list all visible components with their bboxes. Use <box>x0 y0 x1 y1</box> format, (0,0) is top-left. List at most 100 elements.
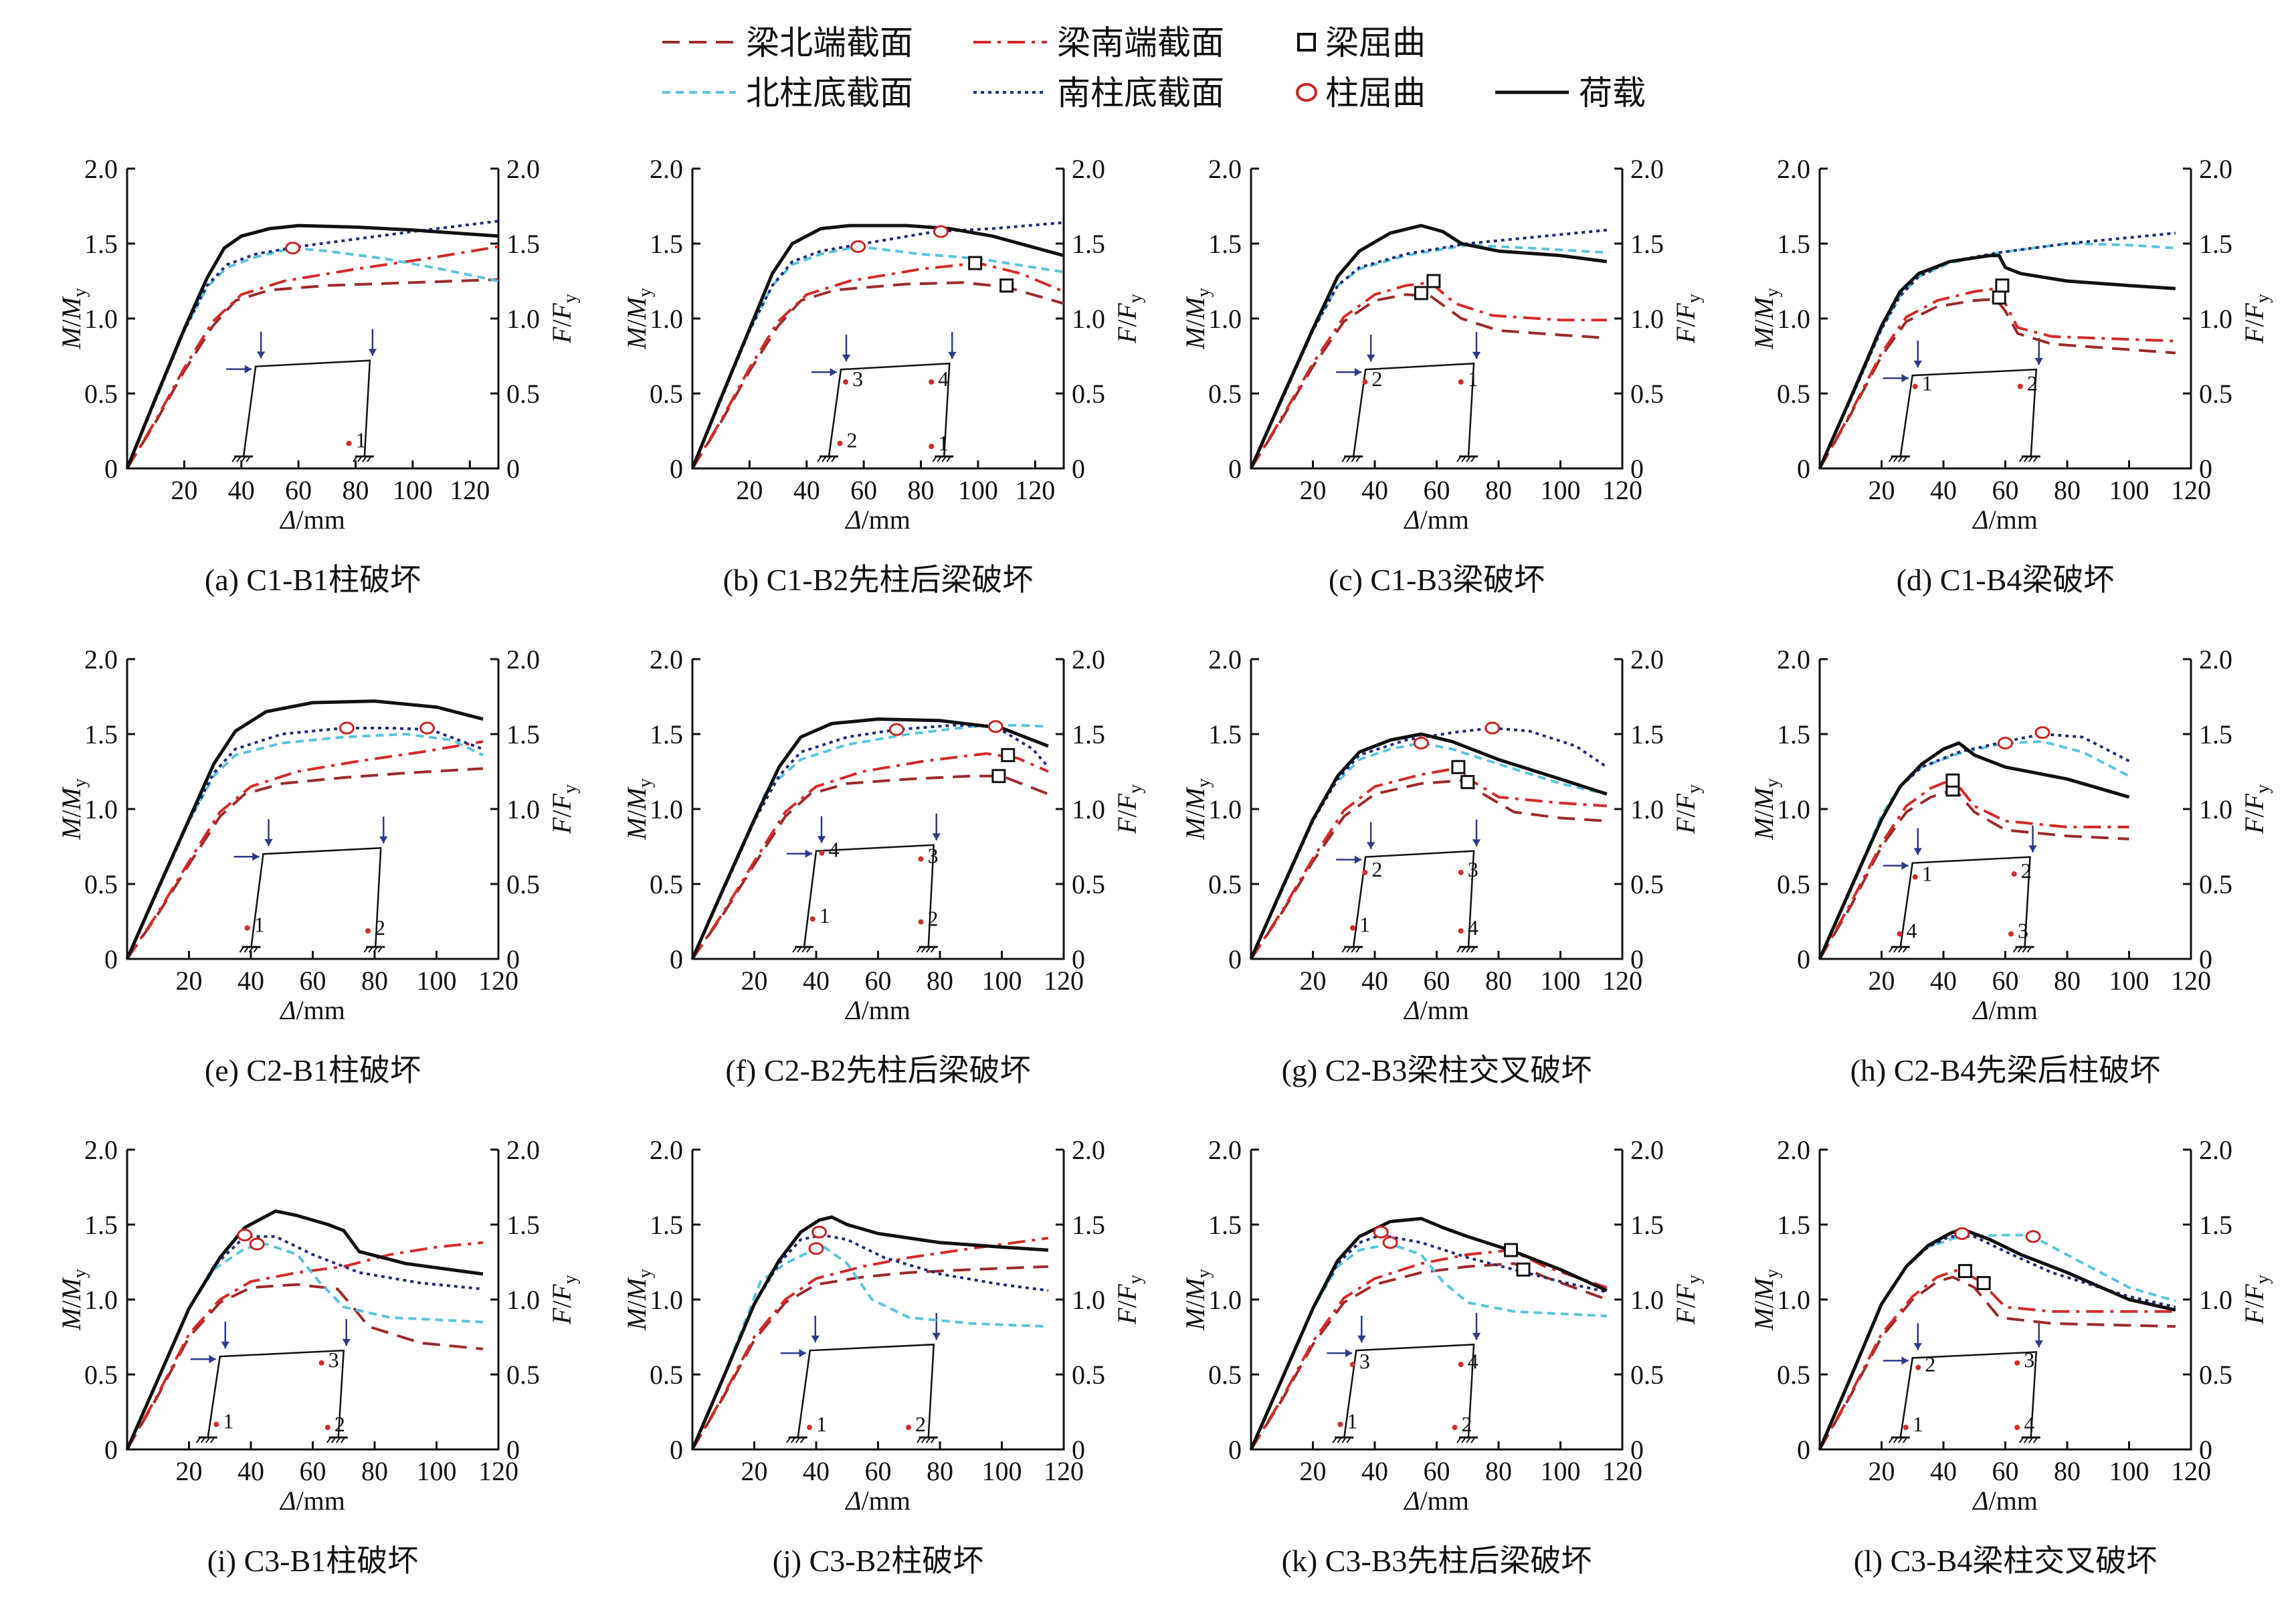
y-tick-label-right: 0.5 <box>1072 869 1105 899</box>
series-cs <box>1818 232 2176 469</box>
frame-hatch <box>1351 456 1355 462</box>
legend-label-cs: 南柱底截面 <box>1057 74 1224 112</box>
frame-hatch <box>1466 947 1470 953</box>
x-tick-label: 40 <box>1930 1456 1957 1486</box>
frame-members <box>242 359 371 457</box>
frame-hatch <box>1893 947 1898 953</box>
y-tick-label-left: 1.5 <box>1777 1210 1810 1240</box>
y-tick-label-left: 0 <box>1228 1435 1242 1465</box>
column-buckling-circle-icon <box>1413 736 1429 749</box>
y-tick-label-left: 2.0 <box>1208 154 1242 184</box>
frame-hatch <box>330 1437 336 1443</box>
frame-hatch <box>357 456 362 462</box>
load-arrow-icon <box>799 1348 806 1358</box>
column-buckling-circle-icon <box>285 242 301 255</box>
load-arrow-icon <box>379 836 388 844</box>
y-tick-label-right: 0.5 <box>2199 379 2232 409</box>
frame-hatch <box>1888 947 1893 953</box>
y-tick-label-right: 0.5 <box>506 869 540 899</box>
panel-k: 0 0 0.5 0.5 1.0 1.0 1.5 1.5 2.0 2.0 20 40 60 80 100 120… <box>1180 1135 1705 1578</box>
series-cs <box>1818 1235 2176 1450</box>
beam-buckling-square-icon <box>1995 278 2010 293</box>
series-bs <box>1250 767 1608 960</box>
x-tick-label: 40 <box>803 1456 830 1486</box>
y-tick-label-left: 0 <box>104 944 118 974</box>
x-tick-label: 100 <box>2109 1456 2149 1486</box>
x-tick-label: 100 <box>2109 966 2149 996</box>
y-tick-label-right: 0.5 <box>506 1360 540 1390</box>
frame-hatch <box>200 1437 205 1443</box>
frame-node-dot <box>918 919 924 925</box>
x-tick-label: 100 <box>982 1456 1022 1486</box>
legend-item-cn: 北柱底截面 <box>662 74 913 112</box>
y-axis-label-right: F/Fy <box>1670 784 1705 834</box>
axes-frame <box>1250 659 1624 960</box>
x-tick-label: 60 <box>865 1456 892 1486</box>
frame-members <box>1899 368 2038 457</box>
series-bn <box>1250 779 1608 960</box>
frame-hatch <box>231 456 236 462</box>
axes-frame <box>1250 1150 1624 1451</box>
y-tick-label-left: 1.5 <box>650 1210 683 1240</box>
y-tick-label-left: 1.0 <box>1208 304 1242 334</box>
frame-hatch <box>2026 947 2032 953</box>
frame-node-dot <box>2014 1360 2020 1366</box>
frame-node-dot <box>365 928 371 934</box>
frame-node-label: 3 <box>928 844 939 868</box>
series-load <box>690 1215 1049 1450</box>
series-load <box>125 1209 484 1451</box>
frame-hatch <box>2023 456 2028 462</box>
load-arrow-icon <box>244 365 252 373</box>
y-tick-label-right: 0 <box>1072 1435 1085 1465</box>
frame-members <box>1899 1351 2038 1438</box>
y-axis-label-right: F/Fy <box>2239 294 2273 344</box>
panel-caption: (h) C2-B4先梁后柱破坏 <box>1850 1053 2161 1087</box>
frame-node-dot <box>918 856 924 862</box>
frame-hatch <box>2018 456 2024 462</box>
y-tick-label-right: 1.5 <box>506 229 540 259</box>
frame-hatch <box>2023 1437 2028 1443</box>
x-axis-label: Δ/mm <box>1972 505 2038 535</box>
y-tick-label-left: 1.0 <box>650 794 683 824</box>
y-tick-label-right: 2.0 <box>1072 644 1105 675</box>
y-axis-label-right: F/Fy <box>2239 784 2273 834</box>
series-cn <box>1818 1233 2176 1450</box>
y-tick-label-right: 2.0 <box>506 154 540 184</box>
beam-buckling-square-icon <box>1516 1262 1531 1277</box>
frame-hatch <box>1355 947 1360 953</box>
frame-node-label: 2 <box>915 1412 926 1436</box>
frame-hatch <box>2018 1437 2024 1443</box>
x-tick-label: 20 <box>176 966 203 996</box>
y-tick-label-right: 1.5 <box>506 1210 540 1240</box>
x-tick-label: 60 <box>1424 475 1450 505</box>
x-tick-label: 100 <box>958 475 998 505</box>
y-tick-label-left: 1.5 <box>84 229 118 259</box>
x-tick-label: 80 <box>927 1456 953 1486</box>
x-tick-label: 120 <box>2171 1456 2211 1486</box>
legend-label-bb: 梁屈曲 <box>1325 23 1426 62</box>
column-buckling-circle-icon <box>339 721 355 735</box>
frame-hatch <box>1902 947 1907 953</box>
y-axis-label-right: F/Fy <box>547 1275 581 1325</box>
load-arrow-icon <box>1901 1356 1909 1365</box>
y-tick-label-right: 1.5 <box>2199 1210 2232 1240</box>
y-tick-label-left: 2.0 <box>650 644 683 675</box>
x-tick-label: 40 <box>1361 475 1388 505</box>
y-tick-label-right: 1.0 <box>1072 1285 1105 1315</box>
frame-node-label: 3 <box>1359 1349 1370 1373</box>
load-arrow-icon <box>830 367 837 377</box>
frame-node-dot <box>809 916 816 922</box>
y-tick-label-left: 1.5 <box>1777 719 1810 749</box>
y-tick-label-left: 1.0 <box>650 304 683 334</box>
column-buckling-circle-icon <box>1296 83 1317 102</box>
frame-hatch <box>335 1437 341 1443</box>
y-axis-label-left: M/My <box>621 1269 656 1331</box>
frame-node-dot <box>2014 1425 2020 1431</box>
panel-b: 0 0 0.5 0.5 1.0 1.0 1.5 1.5 2.0 2.0 20 40 60 80 100 120… <box>621 154 1146 597</box>
panel-a: 0 0 0.5 0.5 1.0 1.0 1.5 1.5 2.0 2.0 20 40 60 80 100 120… <box>56 154 581 597</box>
frame-node-label: 3 <box>852 367 863 391</box>
y-tick-label-left: 2.0 <box>84 644 118 675</box>
x-tick-label: 40 <box>237 966 264 996</box>
beam-buckling-square-icon <box>1001 747 1016 762</box>
frame-hatch <box>941 456 947 462</box>
